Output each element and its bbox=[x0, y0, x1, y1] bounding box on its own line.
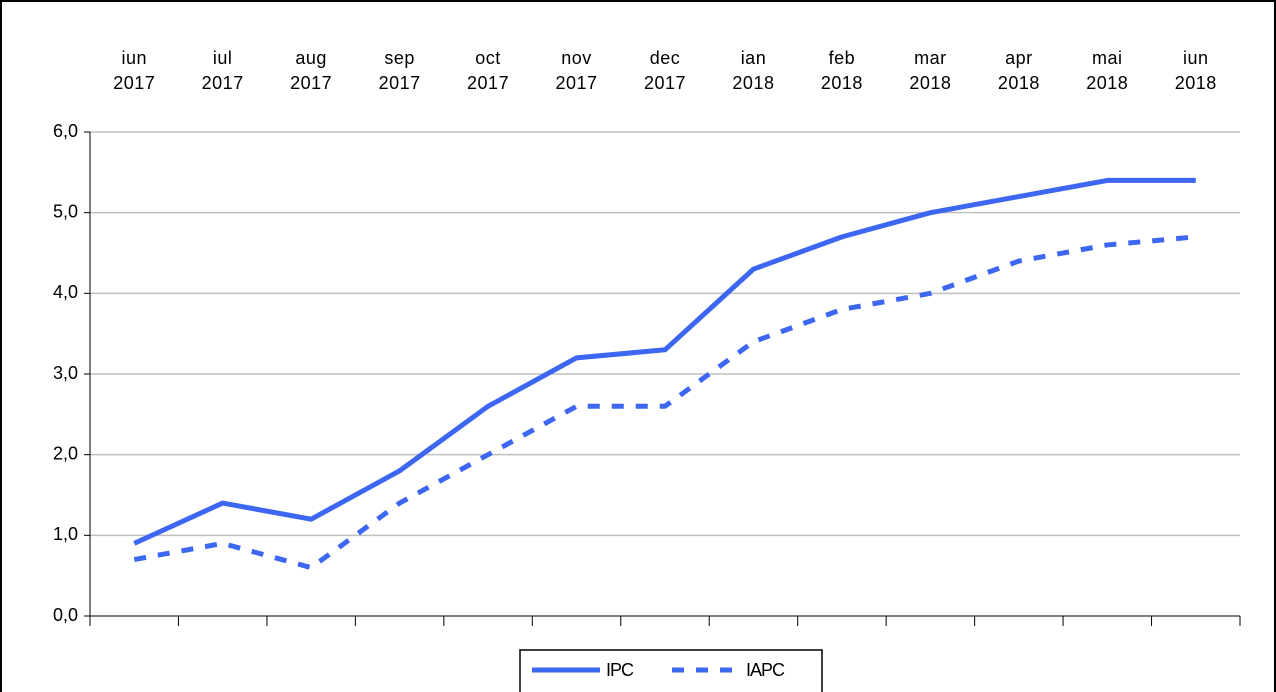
legend-label: IAPC bbox=[746, 660, 785, 680]
x-tick-label: iul 2017 bbox=[201, 48, 244, 93]
x-tick-label: feb 2018 bbox=[820, 48, 863, 93]
series-line bbox=[133, 234, 1196, 571]
y-tick-label: 5,0 bbox=[53, 201, 78, 221]
x-tick-label: mai 2018 bbox=[1086, 48, 1129, 93]
x-tick-label: oct 2017 bbox=[467, 48, 510, 93]
x-tick-label: sep 2017 bbox=[378, 48, 421, 93]
x-tick-label: apr 2018 bbox=[997, 48, 1040, 93]
y-tick-label: 2,0 bbox=[53, 443, 78, 463]
legend-label: IPC bbox=[606, 660, 634, 680]
x-tick-label: ian 2018 bbox=[732, 48, 775, 93]
x-tick-label: aug 2017 bbox=[290, 48, 333, 93]
x-tick-label: iun 2017 bbox=[113, 48, 156, 93]
y-tick-label: 6,0 bbox=[53, 121, 78, 141]
x-tick-label: mar 2018 bbox=[909, 48, 952, 93]
y-tick-label: 3,0 bbox=[53, 363, 78, 383]
y-tick-label: 4,0 bbox=[53, 282, 78, 302]
y-tick-label: 1,0 bbox=[53, 524, 78, 544]
x-tick-label: nov 2017 bbox=[555, 48, 598, 93]
x-tick-label: iun 2018 bbox=[1174, 48, 1217, 93]
x-tick-label: dec 2017 bbox=[643, 48, 687, 93]
series-line bbox=[133, 177, 1196, 546]
y-tick-label: 0,0 bbox=[53, 605, 78, 625]
